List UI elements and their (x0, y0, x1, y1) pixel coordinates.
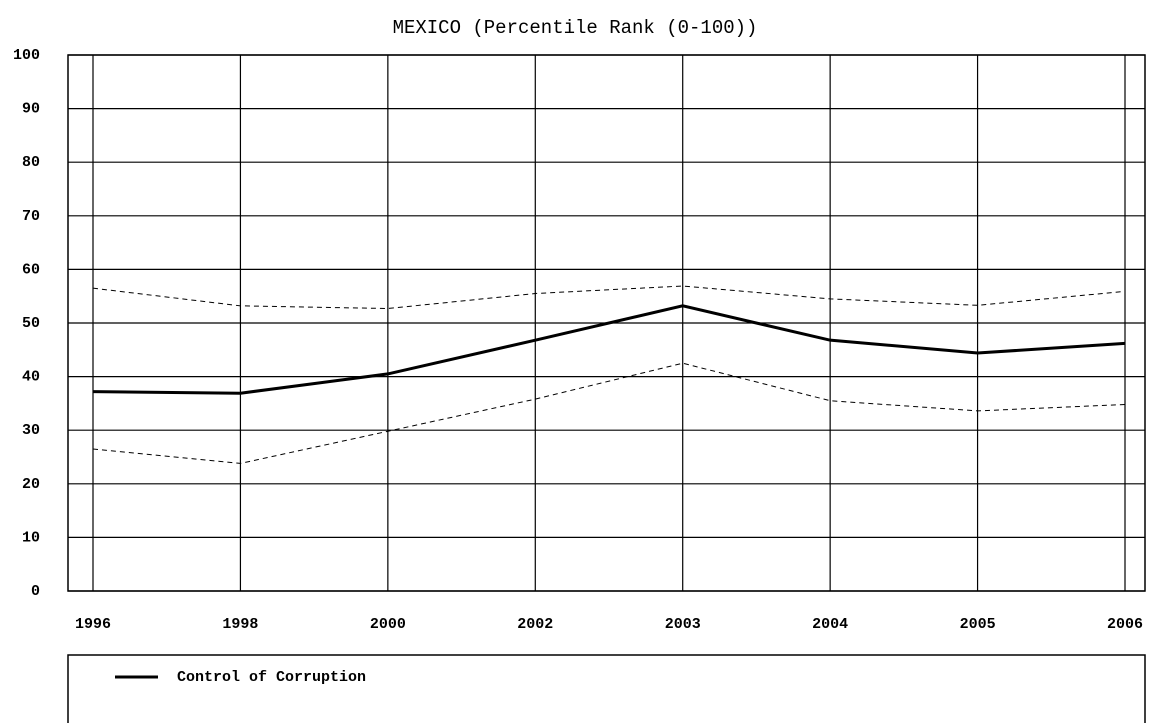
legend-label: Control of Corruption (177, 669, 366, 686)
y-tick-label: 20 (22, 476, 40, 493)
x-tick-label: 1996 (75, 616, 111, 633)
y-tick-label: 90 (22, 101, 40, 118)
y-tick-label: 30 (22, 422, 40, 439)
series-line (92, 304, 1126, 395)
y-tick-label: 40 (22, 369, 40, 386)
legend-box (67, 654, 1146, 723)
y-tick-label: 100 (13, 47, 40, 64)
chart-title: MEXICO (Percentile Rank (0-100)) (393, 17, 758, 39)
y-tick-label: 50 (22, 315, 40, 332)
series-line (92, 285, 1126, 310)
x-tick-label: 2002 (517, 616, 553, 633)
series-line (92, 362, 1126, 464)
x-tick-label: 2000 (370, 616, 406, 633)
y-tick-label: 10 (22, 529, 40, 546)
x-tick-label: 2004 (812, 616, 848, 633)
y-tick-label: 60 (22, 261, 40, 278)
x-tick-label: 2003 (665, 616, 701, 633)
x-tick-label: 1998 (222, 616, 258, 633)
x-tick-label: 2005 (960, 616, 996, 633)
y-tick-label: 80 (22, 154, 40, 171)
y-tick-label: 70 (22, 208, 40, 225)
y-tick-label: 0 (31, 583, 40, 600)
x-tick-label: 2006 (1107, 616, 1143, 633)
